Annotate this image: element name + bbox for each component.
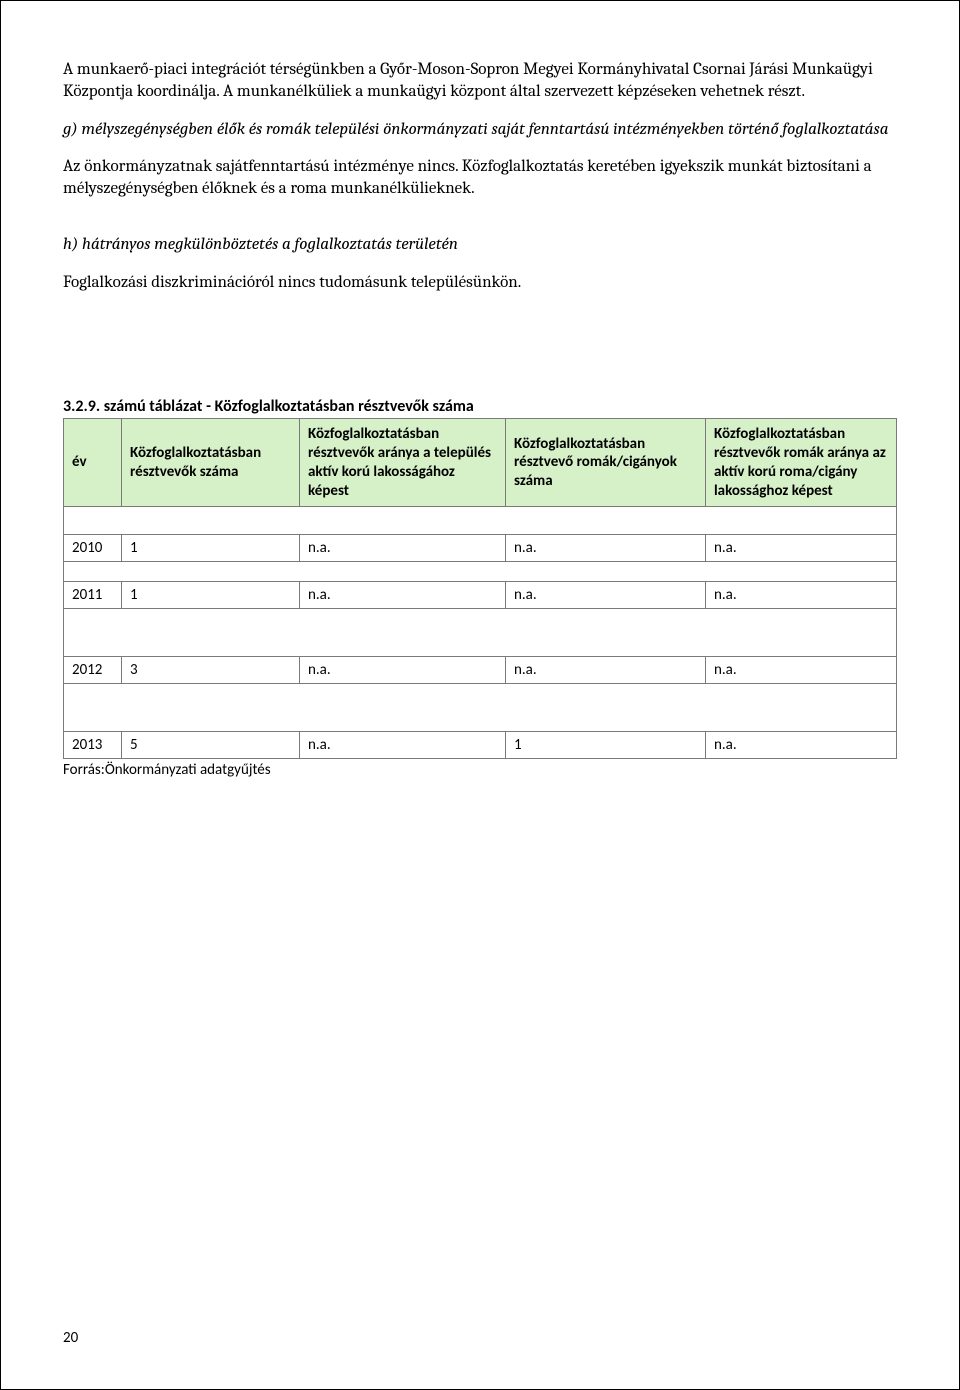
document-page: A munkaerő-piaci integrációt térségünkbe… — [0, 0, 960, 1390]
paragraph-intro: A munkaerő-piaci integrációt térségünkbe… — [63, 59, 897, 103]
table-cell: 1 — [122, 582, 300, 609]
table-cell: n.a. — [300, 657, 506, 684]
paragraph-body-h: Foglalkozási diszkriminációról nincs tud… — [63, 272, 897, 294]
table-title: 3.2.9. számú táblázat - Közfoglalkoztatá… — [63, 397, 897, 416]
table-cell: 3 — [122, 657, 300, 684]
table-cell: n.a. — [506, 657, 706, 684]
table-cell: 2011 — [64, 582, 122, 609]
table-cell: n.a. — [300, 732, 506, 759]
paragraph-section-h: h) hátrányos megkülönböztetés a foglalko… — [63, 234, 897, 256]
table-column-header: Közfoglalkoztatásban résztvevők romák ar… — [706, 419, 897, 507]
table-column-header: Közfoglalkoztatásban résztvevők aránya a… — [300, 419, 506, 507]
table-spacer-row — [64, 684, 897, 732]
table-cell: n.a. — [506, 535, 706, 562]
table-row: 20123n.a.n.a.n.a. — [64, 657, 897, 684]
table-column-header: év — [64, 419, 122, 507]
table-cell: 2012 — [64, 657, 122, 684]
table-cell: n.a. — [706, 732, 897, 759]
table-cell: n.a. — [706, 582, 897, 609]
spacer — [63, 309, 897, 397]
page-number: 20 — [63, 1329, 78, 1347]
table-cell: 2010 — [64, 535, 122, 562]
paragraph-section-g: g) mélyszegénységben élők és romák telep… — [63, 119, 897, 141]
table-spacer-row — [64, 562, 897, 582]
table-cell: n.a. — [706, 657, 897, 684]
table-column-header: Közfoglalkoztatásban résztvevők száma — [122, 419, 300, 507]
table-row: 20135n.a.1n.a. — [64, 732, 897, 759]
table-cell: 1 — [506, 732, 706, 759]
table-cell: 1 — [122, 535, 300, 562]
paragraph-body-g: Az önkormányzatnak sajátfenntartású inté… — [63, 156, 897, 200]
table-source: Forrás:Önkormányzati adatgyűjtés — [63, 761, 897, 779]
table-column-header: Közfoglalkoztatásban résztvevő romák/cig… — [506, 419, 706, 507]
table-cell: n.a. — [300, 582, 506, 609]
table-cell: n.a. — [506, 582, 706, 609]
table-spacer-row — [64, 609, 897, 657]
table-cell: 2013 — [64, 732, 122, 759]
table-cell: n.a. — [706, 535, 897, 562]
table-header-row: évKözfoglalkoztatásban résztvevők számaK… — [64, 419, 897, 507]
table-spacer-row — [64, 507, 897, 535]
table-row: 20111n.a.n.a.n.a. — [64, 582, 897, 609]
table-cell: 5 — [122, 732, 300, 759]
table-cell: n.a. — [300, 535, 506, 562]
spacer — [63, 216, 897, 234]
table-row: 20101n.a.n.a.n.a. — [64, 535, 897, 562]
public-employment-table: évKözfoglalkoztatásban résztvevők számaK… — [63, 418, 897, 759]
